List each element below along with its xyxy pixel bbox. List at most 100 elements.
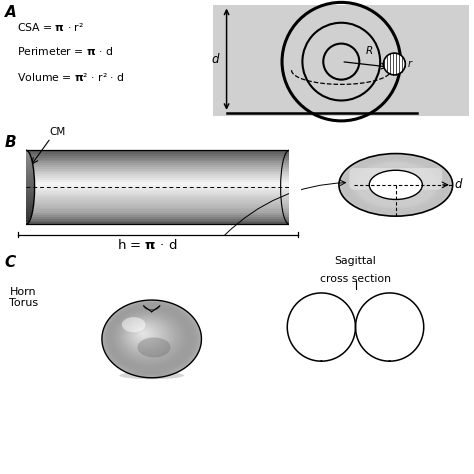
Ellipse shape [117, 312, 180, 361]
Bar [18, 182, 35, 185]
Bar [18, 195, 34, 197]
Bar [26, 191, 289, 193]
Bar [18, 170, 34, 173]
Bar [18, 175, 34, 177]
Ellipse shape [135, 327, 155, 342]
Text: Horn
Torus: Horn Torus [9, 287, 38, 309]
Bar [18, 190, 35, 192]
Bar [18, 167, 34, 170]
Bar [26, 210, 289, 211]
Bar [26, 182, 289, 183]
Ellipse shape [357, 164, 435, 206]
Ellipse shape [110, 307, 190, 369]
Text: CM: CM [50, 127, 66, 137]
Ellipse shape [118, 313, 178, 360]
Bar [19, 207, 33, 210]
Ellipse shape [349, 159, 442, 210]
Ellipse shape [105, 303, 196, 374]
Bar [26, 215, 289, 217]
Bar [26, 206, 289, 208]
Bar [26, 204, 289, 206]
Text: Sagittal: Sagittal [335, 256, 376, 266]
Ellipse shape [129, 322, 163, 348]
Ellipse shape [137, 328, 152, 339]
Bar [213, 5, 469, 116]
Ellipse shape [138, 329, 150, 338]
Ellipse shape [134, 326, 156, 343]
Ellipse shape [136, 328, 153, 341]
Bar [18, 173, 34, 175]
Ellipse shape [344, 156, 448, 214]
Bar [18, 187, 35, 190]
Bar [26, 173, 289, 174]
Bar [26, 161, 289, 163]
Ellipse shape [123, 317, 172, 355]
Bar [18, 185, 35, 187]
Ellipse shape [351, 160, 440, 210]
Ellipse shape [103, 301, 200, 376]
Text: C: C [5, 255, 16, 270]
Bar [26, 152, 289, 154]
Ellipse shape [362, 166, 430, 204]
Bar [26, 156, 289, 158]
Bar [26, 189, 289, 191]
Bar [26, 219, 289, 220]
Bar [20, 158, 32, 160]
Bar [19, 163, 33, 165]
Bar [26, 150, 289, 152]
Ellipse shape [119, 372, 184, 379]
Bar [26, 211, 289, 213]
Ellipse shape [356, 163, 436, 207]
Text: d: d [454, 178, 462, 191]
Bar [18, 192, 35, 195]
Bar [26, 163, 289, 165]
Bar [26, 180, 289, 182]
Ellipse shape [365, 168, 427, 202]
Ellipse shape [121, 315, 175, 357]
Bar [26, 220, 289, 222]
Ellipse shape [137, 337, 171, 357]
Ellipse shape [369, 170, 422, 200]
Text: r: r [407, 59, 411, 69]
Bar [26, 187, 289, 189]
Ellipse shape [141, 331, 146, 336]
Ellipse shape [124, 318, 170, 354]
Bar [14, 146, 26, 229]
Bar [23, 150, 29, 153]
Circle shape [383, 53, 405, 75]
Bar [26, 154, 289, 156]
Bar [18, 180, 35, 182]
Ellipse shape [346, 158, 445, 212]
Ellipse shape [130, 323, 162, 347]
Bar [26, 183, 289, 185]
Ellipse shape [354, 162, 438, 208]
Bar [26, 217, 289, 219]
Bar [22, 217, 30, 219]
Ellipse shape [348, 159, 444, 211]
Ellipse shape [127, 320, 166, 351]
Ellipse shape [107, 304, 195, 373]
Bar [26, 200, 289, 202]
Ellipse shape [345, 157, 447, 213]
Bar [21, 214, 31, 217]
Bar [26, 158, 289, 159]
Ellipse shape [142, 332, 145, 335]
Bar [26, 169, 289, 171]
Text: cross section: cross section [320, 274, 391, 284]
Ellipse shape [126, 319, 168, 352]
Ellipse shape [339, 154, 453, 216]
Ellipse shape [122, 317, 146, 332]
Text: A: A [5, 5, 17, 20]
Bar [26, 165, 289, 167]
Bar [19, 165, 33, 167]
Ellipse shape [112, 309, 186, 366]
Bar [26, 193, 289, 195]
Text: d: d [211, 53, 219, 66]
Bar [22, 153, 30, 155]
Text: Volume = $\mathbf{\pi}$² · r² · d: Volume = $\mathbf{\pi}$² · r² · d [17, 71, 125, 83]
Bar [26, 208, 289, 210]
Ellipse shape [359, 164, 433, 205]
Ellipse shape [140, 330, 148, 337]
Bar [26, 174, 289, 176]
Ellipse shape [368, 169, 424, 201]
